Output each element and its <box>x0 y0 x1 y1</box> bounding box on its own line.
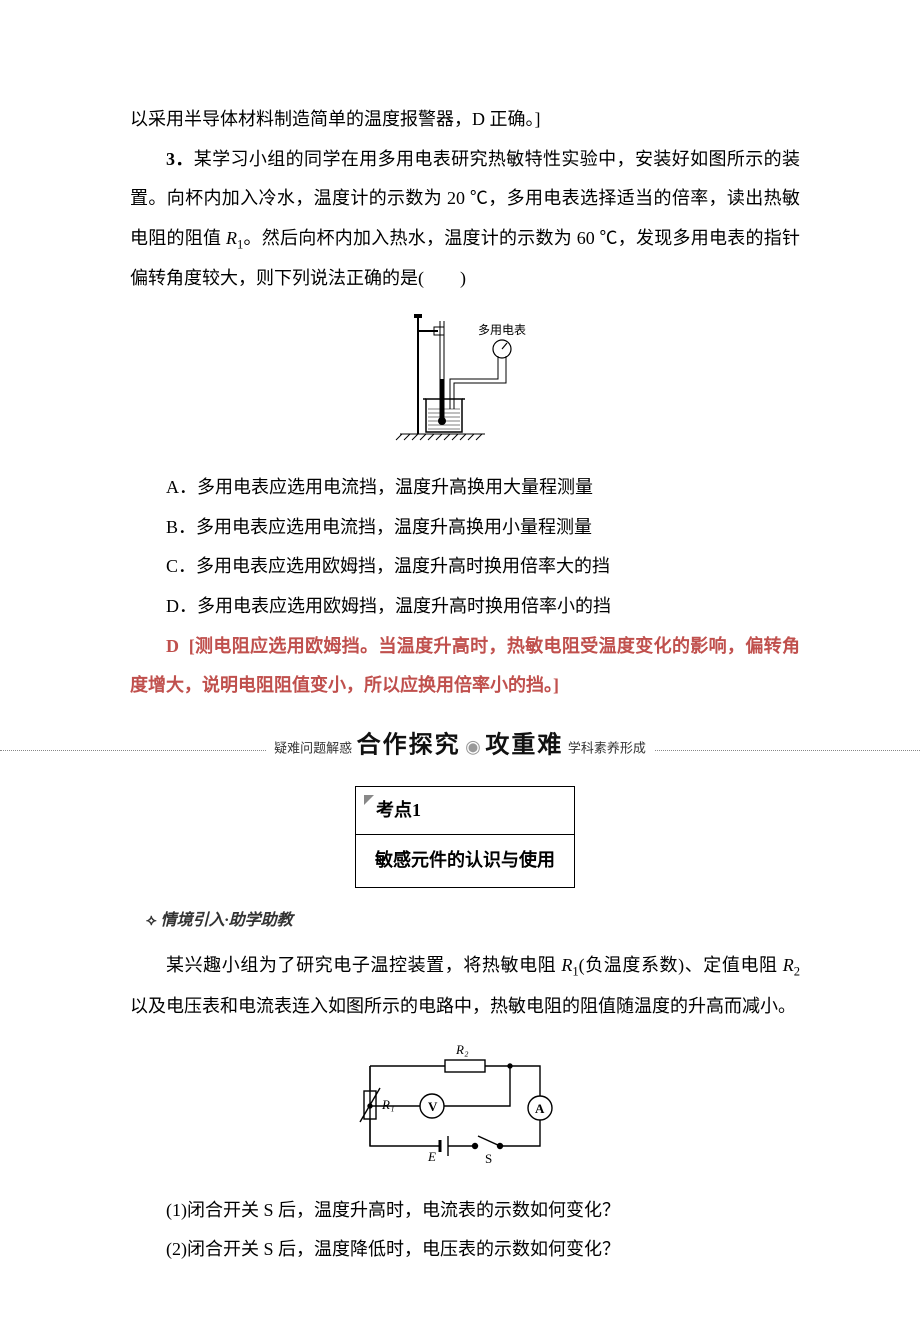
ctx-r2: R <box>783 955 794 975</box>
circuit-svg: R₂ R₁ V A E S <box>350 1036 580 1166</box>
label-r2: R₂ <box>455 1042 469 1057</box>
topic-title: 敏感元件的认识与使用 <box>356 835 574 887</box>
ctx-r2-sub: 2 <box>794 965 800 979</box>
topic-label-row: 考点1 <box>356 787 574 836</box>
ctx-b: (负温度系数)、定值电阻 <box>579 955 783 975</box>
ctx-r1: R <box>561 955 572 975</box>
sub-heading: ⟡情境引入·助学助教 <box>146 903 800 938</box>
answer-explanation: D [测电阻应选用欧姆挡。当温度升高时，热敏电阻受温度变化的影响，偏转角度增大，… <box>130 627 800 706</box>
figure-circuit: R₂ R₁ V A E S <box>130 1036 800 1181</box>
label-r1: R₁ <box>381 1097 394 1112</box>
q3-number: 3． <box>166 149 194 169</box>
label-a: A <box>535 1101 545 1116</box>
banner-right-text: 学科素养形成 <box>568 740 646 755</box>
section-banner: 疑难问题解惑 合作探究 ◉ 攻重难 学科素养形成 <box>0 726 920 766</box>
option-a: A．多用电表应选用电流挡，温度升高换用大量程测量 <box>130 468 800 508</box>
banner-content: 疑难问题解惑 合作探究 ◉ 攻重难 学科素养形成 <box>266 719 654 772</box>
label-e: E <box>427 1149 436 1164</box>
context-paragraph: 某兴趣小组为了研究电子温控装置，将热敏电阻 R1(负温度系数)、定值电阻 R2 … <box>130 946 800 1026</box>
fig-label-multimeter: 多用电表 <box>478 323 526 337</box>
answer-letter: D <box>166 636 179 656</box>
context-q2: (2)闭合开关 S 后，温度降低时，电压表的示数如何变化？ <box>130 1230 800 1270</box>
subheading-text: 情境引入·助学助教 <box>161 912 293 929</box>
banner-left-text: 疑难问题解惑 <box>274 740 352 755</box>
banner-big-right: 攻重难 <box>485 732 563 758</box>
question-3-stem: 3．某学习小组的同学在用多用电表研究热敏特性实验中，安装好如图所示的装置。向杯内… <box>130 140 800 299</box>
ctx-a: 某兴趣小组为了研究电子温控装置，将热敏电阻 <box>166 955 561 975</box>
topic-triangle-icon <box>364 795 374 805</box>
ctx-c: 以及电压表和电流表连入如图所示的电路中，热敏电阻的阻值随温度的升高而减小。 <box>130 996 796 1016</box>
q3-var-r: R <box>226 228 237 248</box>
explain-text: 测电阻应选用欧姆挡。当温度升高时，热敏电阻受温度变化的影响，偏转角度增大，说明电… <box>130 636 800 696</box>
option-c: C．多用电表应选用欧姆挡，温度升高时换用倍率大的挡 <box>130 547 800 587</box>
prev-answer-fragment: 以采用半导体材料制造简单的温度报警器，D 正确。] <box>130 100 800 140</box>
thermistor-svg: 多用电表 <box>390 309 540 444</box>
q3-close-paren: ) <box>460 268 466 288</box>
figure-thermistor-setup: 多用电表 <box>130 309 800 459</box>
option-d: D．多用电表应选用欧姆挡，温度升高时换用倍率小的挡 <box>130 587 800 627</box>
subheading-icon: ⟡ <box>146 903 157 938</box>
banner-arrow-icon: ◉ <box>465 736 481 756</box>
banner-big-left: 合作探究 <box>357 732 461 758</box>
label-s: S <box>485 1151 492 1166</box>
option-b: B．多用电表应选用电流挡，温度升高换用小量程测量 <box>130 508 800 548</box>
topic-box: 考点1 敏感元件的认识与使用 <box>355 786 575 888</box>
context-q1: (1)闭合开关 S 后，温度升高时，电流表的示数如何变化？ <box>130 1191 800 1231</box>
label-v: V <box>428 1099 438 1114</box>
topic-label: 考点1 <box>376 800 421 820</box>
